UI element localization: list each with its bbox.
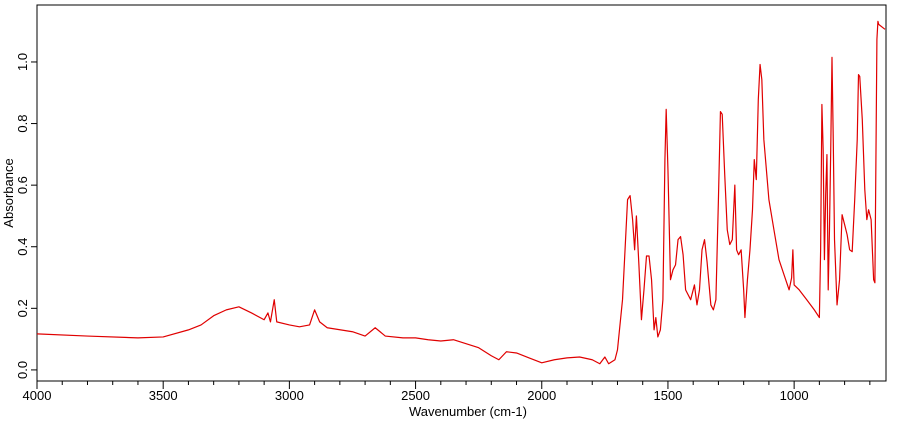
y-axis-label: Absorbance	[1, 158, 16, 227]
y-tick-label: 0.8	[15, 115, 30, 133]
y-tick-label: 0.0	[15, 361, 30, 379]
x-tick-label: 4000	[23, 388, 52, 403]
x-tick-label: 1000	[780, 388, 809, 403]
x-tick-label: 3500	[149, 388, 178, 403]
x-tick-label: 2000	[527, 388, 556, 403]
y-tick-label: 0.4	[15, 238, 30, 256]
x-tick-label: 2500	[401, 388, 430, 403]
x-tick-label: 1500	[653, 388, 682, 403]
plot-frame	[36, 4, 887, 382]
y-tick-label: 0.6	[15, 176, 30, 194]
x-tick-label: 3000	[275, 388, 304, 403]
y-tick-label: 1.0	[15, 53, 30, 71]
y-tick-label: 0.2	[15, 299, 30, 317]
x-axis-label: Wavenumber (cm-1)	[409, 404, 527, 419]
spectrum-line	[36, 20, 886, 365]
